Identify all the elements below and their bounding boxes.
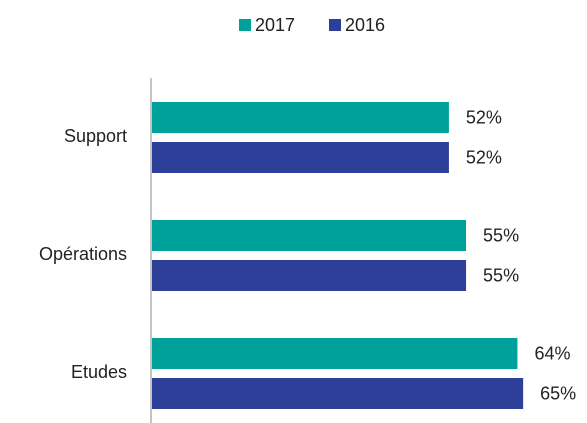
bar [152, 220, 467, 251]
y-tick-label: Support [64, 126, 127, 146]
bar [152, 260, 467, 291]
data-label: 55% [483, 265, 519, 285]
legend-label: 2017 [255, 15, 295, 35]
legend-swatch [239, 19, 251, 31]
data-label: 65% [540, 383, 576, 403]
data-label: 52% [466, 147, 502, 167]
bar [152, 378, 524, 409]
bar [152, 338, 518, 369]
legend-label: 2016 [345, 15, 385, 35]
bar [152, 142, 449, 173]
bar [152, 102, 449, 133]
legend-swatch [329, 19, 341, 31]
y-tick-label: Etudes [71, 362, 127, 382]
y-tick-label: Opérations [39, 244, 127, 264]
data-label: 55% [483, 225, 519, 245]
data-label: 64% [534, 343, 570, 363]
data-label: 52% [466, 107, 502, 127]
